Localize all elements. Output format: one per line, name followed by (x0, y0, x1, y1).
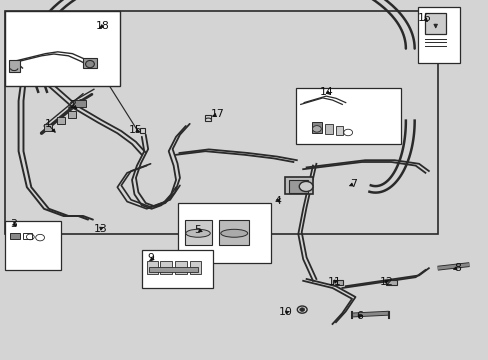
Bar (140, 128, 144, 133)
Bar (142, 250, 212, 288)
Bar (332, 280, 343, 285)
Text: 8: 8 (453, 263, 460, 273)
Text: 11: 11 (327, 276, 341, 287)
Bar (417, 7, 459, 63)
Text: 17: 17 (210, 109, 224, 120)
Circle shape (299, 308, 304, 311)
Text: 5: 5 (194, 225, 201, 235)
Bar (295, 88, 400, 144)
Bar (284, 177, 312, 194)
Ellipse shape (185, 229, 210, 237)
Text: 3: 3 (10, 219, 17, 229)
Bar (149, 267, 198, 272)
Bar (73, 100, 85, 107)
Bar (146, 261, 158, 274)
Bar (175, 261, 186, 274)
Ellipse shape (85, 60, 94, 68)
Bar (386, 280, 396, 285)
Text: 15: 15 (129, 125, 142, 135)
Bar (288, 180, 307, 193)
Bar (9, 60, 20, 72)
Text: 10: 10 (279, 307, 292, 318)
Bar (336, 126, 343, 135)
Text: 9: 9 (147, 253, 154, 264)
Bar (311, 122, 321, 133)
Text: 7: 7 (349, 179, 356, 189)
Text: 13: 13 (93, 224, 107, 234)
Bar (5, 11, 120, 86)
Text: 4: 4 (274, 196, 281, 206)
Bar (189, 261, 201, 274)
Bar (219, 220, 249, 245)
Text: 6: 6 (355, 311, 362, 321)
Bar (10, 233, 20, 239)
Bar (83, 58, 97, 68)
Text: 1: 1 (44, 119, 51, 129)
Bar (57, 117, 65, 124)
Bar (44, 124, 52, 131)
Text: 18: 18 (96, 21, 109, 31)
Bar (160, 261, 172, 274)
Text: 12: 12 (379, 276, 392, 287)
Bar (23, 233, 32, 239)
Bar (5, 11, 437, 234)
Text: 14: 14 (319, 87, 333, 97)
Bar (184, 220, 211, 245)
Bar (325, 124, 332, 134)
Bar (5, 221, 61, 270)
Ellipse shape (299, 181, 312, 192)
Bar (68, 111, 76, 118)
Text: 16: 16 (417, 13, 430, 23)
Text: 2: 2 (69, 100, 76, 110)
Ellipse shape (221, 229, 247, 237)
Bar (425, 13, 445, 34)
Circle shape (297, 306, 306, 313)
Ellipse shape (312, 126, 321, 132)
Bar (205, 115, 211, 121)
Bar (178, 203, 271, 263)
